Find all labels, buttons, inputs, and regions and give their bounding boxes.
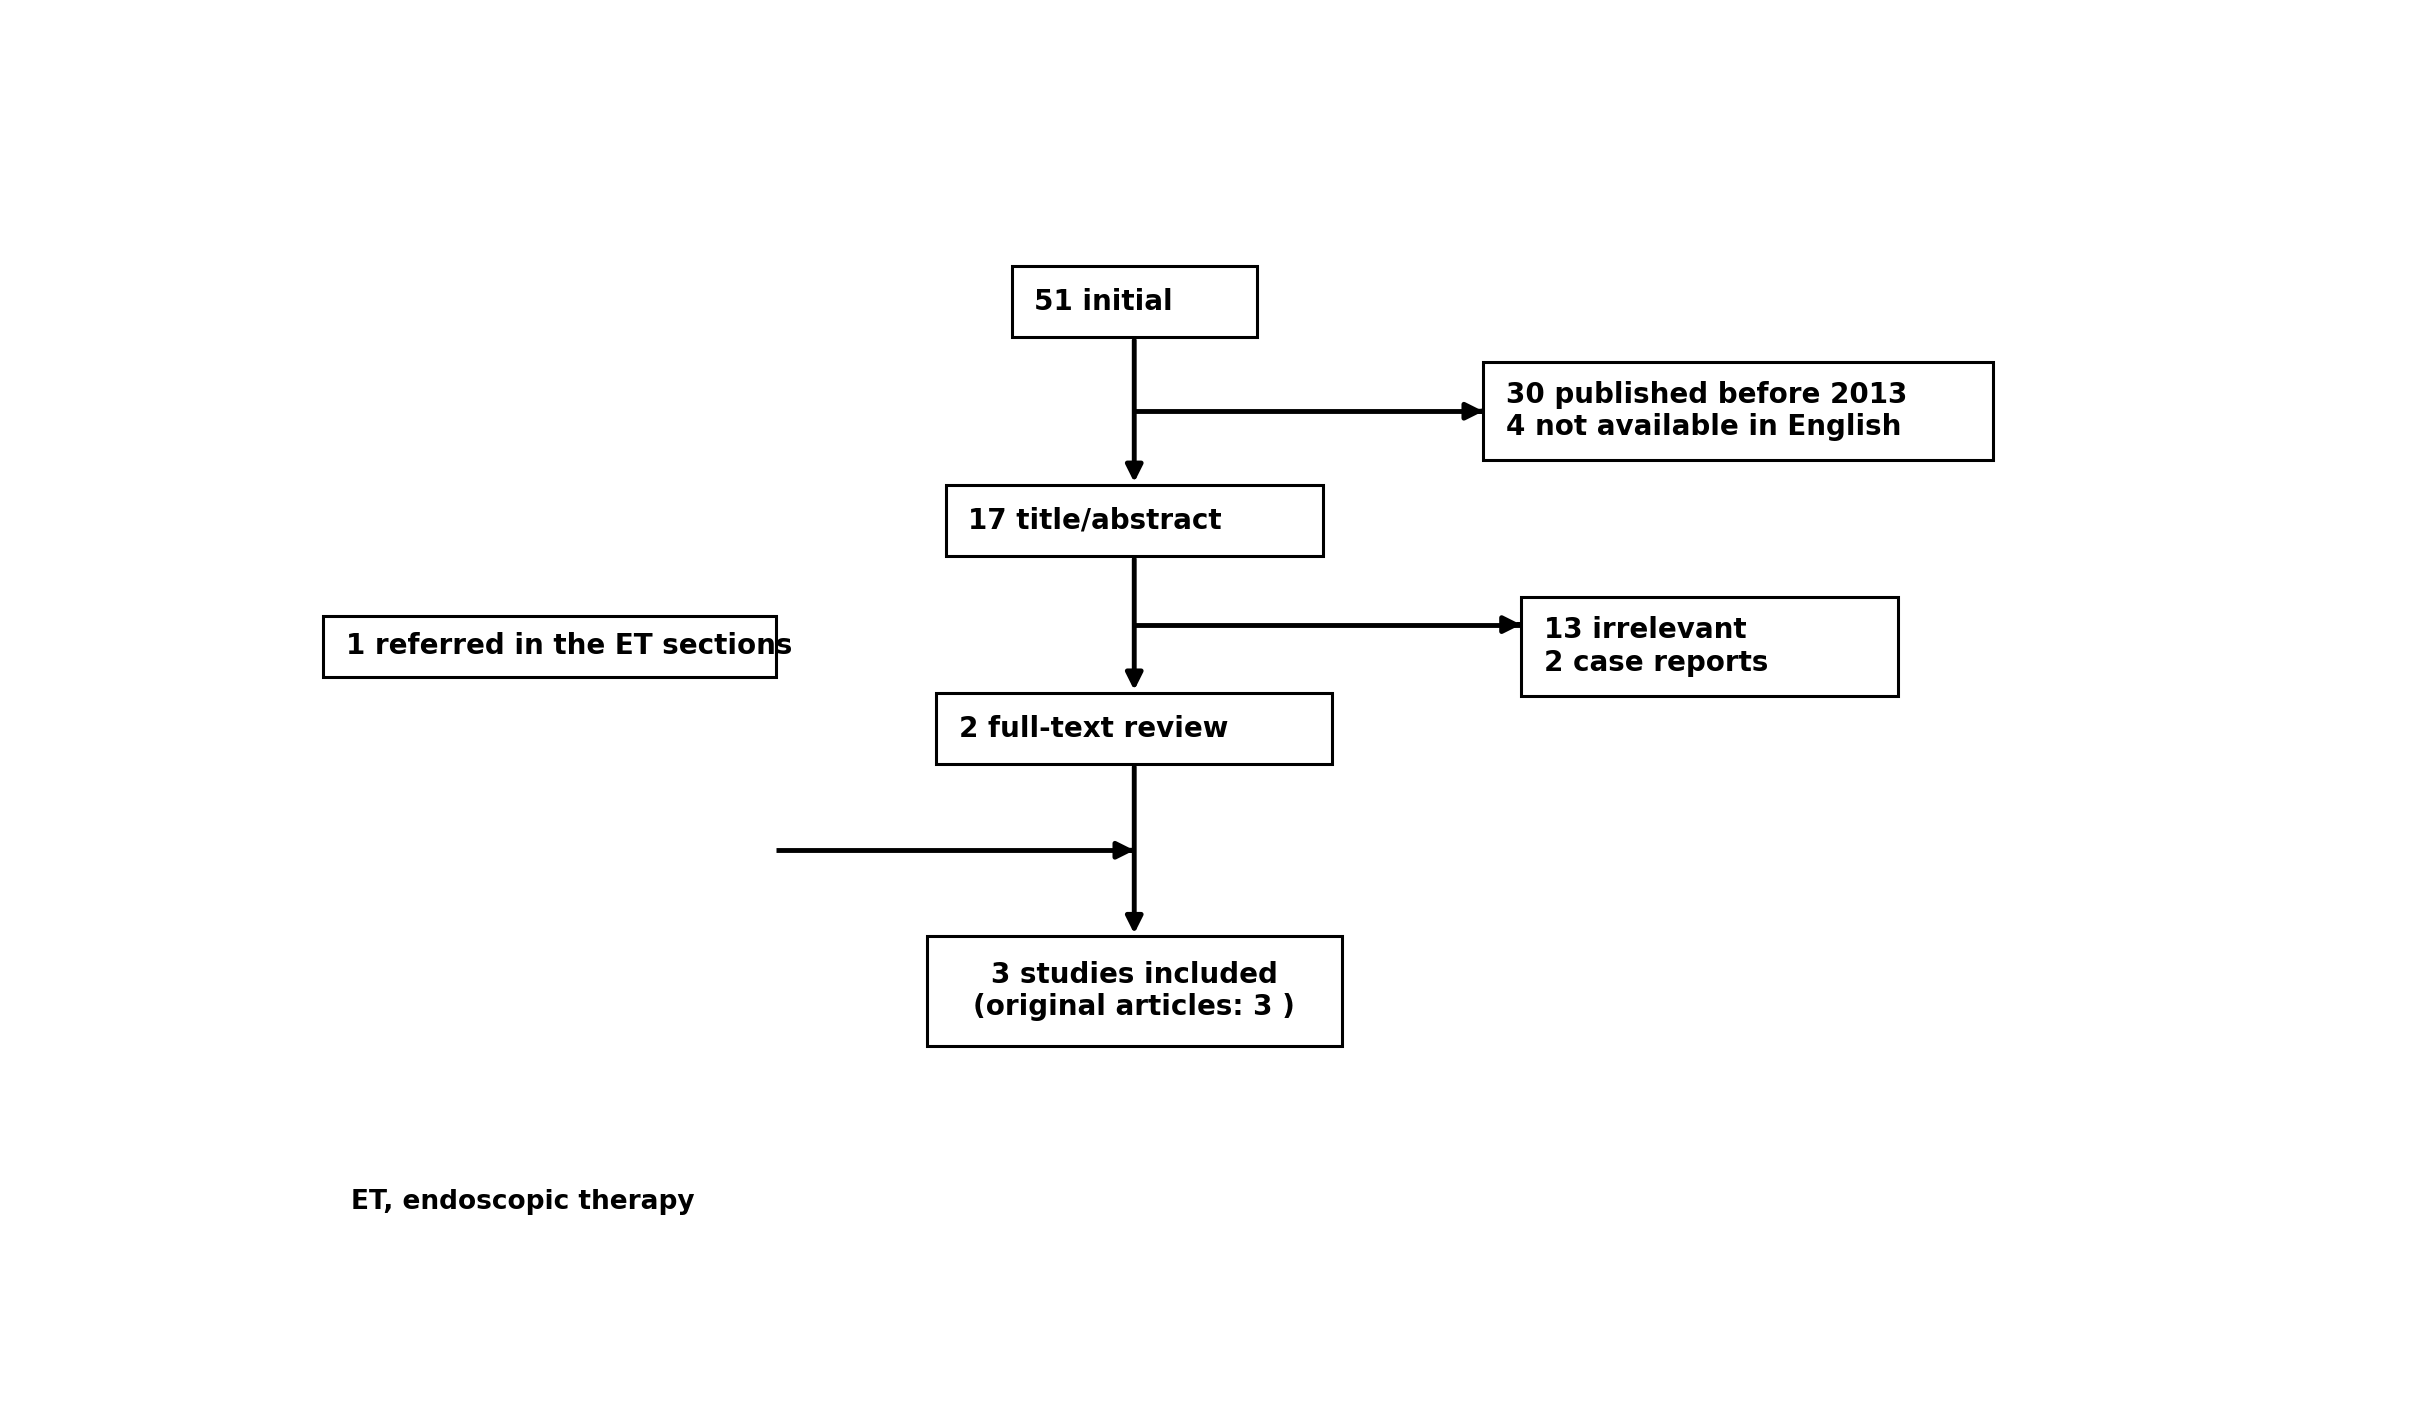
FancyBboxPatch shape: [944, 485, 1324, 556]
Text: 30 published before 2013
4 not available in English: 30 published before 2013 4 not available…: [1507, 381, 1908, 442]
Text: 2 full-text review: 2 full-text review: [959, 715, 1229, 743]
Text: 51 initial: 51 initial: [1034, 288, 1173, 315]
FancyBboxPatch shape: [324, 617, 776, 676]
Text: ET, endoscopic therapy: ET, endoscopic therapy: [350, 1189, 696, 1215]
FancyBboxPatch shape: [937, 693, 1331, 764]
Text: 13 irrelevant
2 case reports: 13 irrelevant 2 case reports: [1543, 617, 1767, 676]
FancyBboxPatch shape: [927, 936, 1341, 1046]
Text: 1 referred in the ET sections: 1 referred in the ET sections: [346, 632, 791, 661]
FancyBboxPatch shape: [1521, 597, 1899, 696]
FancyBboxPatch shape: [1013, 266, 1256, 337]
FancyBboxPatch shape: [1482, 362, 1993, 460]
Text: 17 title/abstract: 17 title/abstract: [969, 507, 1222, 534]
Text: 3 studies included
(original articles: 3 ): 3 studies included (original articles: 3…: [974, 961, 1295, 1022]
